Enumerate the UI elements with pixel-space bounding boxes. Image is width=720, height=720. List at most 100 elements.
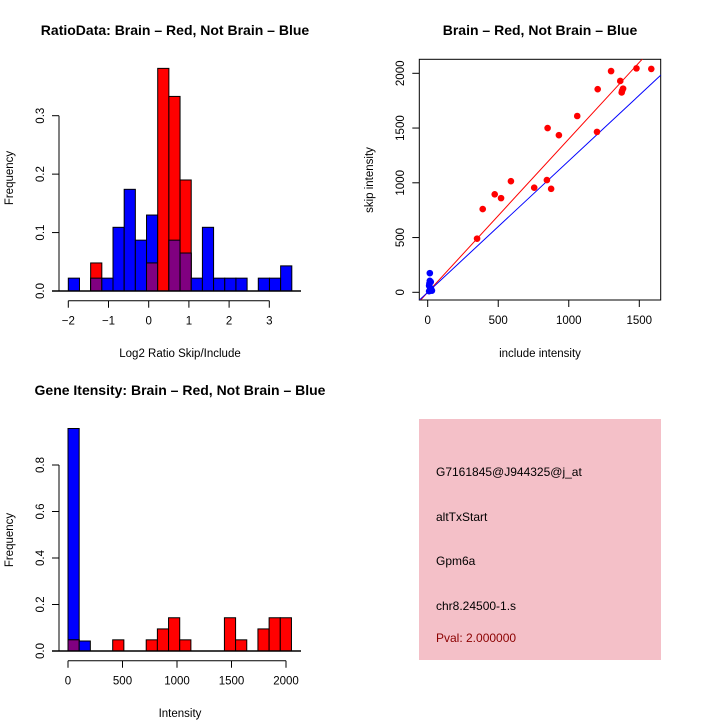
probe-id: G7161845@J944325@j_at [436, 465, 582, 479]
ratio-x-tick-label: 3 [266, 316, 272, 328]
gene-histogram-ylabel: Frequency [4, 513, 16, 568]
gene-bar-red [257, 628, 270, 652]
ratio-x-tick-label: 1 [186, 316, 192, 328]
scatter-ylabel: skip intensity [364, 147, 376, 213]
ratio-histogram-xlabel: Log2 Ratio Skip/Include [119, 348, 240, 360]
gene-y-tick-label: 0.6 [35, 504, 47, 520]
scatter-point-not-brain [426, 269, 434, 277]
gene-bar-blue [67, 427, 80, 652]
scatter-point-brain [544, 124, 551, 132]
scatter-x-tick-label: 1000 [556, 315, 582, 327]
gene-x-tick-label: 1500 [219, 676, 245, 688]
scatter-point-brain [473, 235, 481, 242]
ratio-bar-blue [257, 277, 270, 292]
gene-y-tick-label: 0.8 [35, 457, 47, 473]
gene-x-tick-label: 2000 [273, 676, 299, 688]
ratio-bar-overlap [179, 252, 192, 292]
p-value: Pval: 2.000000 [436, 631, 516, 645]
scatter-point-not-brain [426, 280, 433, 287]
ratio-bar-blue [268, 277, 282, 292]
ratio-bar-blue [101, 277, 114, 292]
scatter-x-tick-label: 500 [489, 315, 508, 327]
gene-y-tick-label: 0.0 [35, 643, 47, 659]
ratio-bar-blue [201, 226, 215, 292]
scatter-point-brain [594, 85, 601, 93]
scatter-title: Brain – Red, Not Brain – Blue [443, 22, 638, 38]
gene-bar-overlap [67, 639, 80, 652]
scatter-point-not-brain [427, 285, 435, 293]
ratio-histogram: RatioData: Brain – Red, Not Brain – Blue… [4, 22, 309, 360]
scatter-plot-area [419, 59, 661, 300]
ratio-bar-blue [235, 277, 248, 292]
scatter-xlabel: include intensity [499, 348, 581, 360]
ratio-y-tick-label: 0.2 [35, 166, 47, 182]
gene-bar-blue [78, 640, 91, 652]
scatter-point-brain [555, 131, 563, 139]
scatter-point-brain [619, 85, 627, 92]
gene-bar-red [179, 639, 192, 652]
regression-line [419, 59, 643, 300]
ratio-bar-overlap [146, 262, 159, 292]
gene-x-tick-label: 0 [65, 676, 71, 688]
ratio-histogram-title: RatioData: Brain – Red, Not Brain – Blue [41, 22, 310, 38]
intensity-scatter: Brain – Red, Not Brain – Blue include in… [364, 22, 662, 360]
gene-x-tick-label: 1000 [164, 676, 190, 688]
ratio-bar-blue [67, 277, 80, 292]
gene-bar-red [145, 639, 158, 652]
ratio-bar-blue [224, 277, 237, 292]
gene-bar-red [112, 639, 125, 652]
ratio-bar-blue [280, 265, 293, 292]
info-panel: G7161845@J944325@j_at altTxStart Gpm6a c… [419, 419, 661, 660]
scatter-point-brain [547, 185, 555, 193]
scatter-y-tick-label: 1500 [395, 115, 407, 141]
ratio-bar-overlap [90, 277, 103, 292]
ratio-bar-overlap [168, 239, 181, 292]
ratio-x-tick-label: 0 [145, 316, 151, 328]
info-panel-background [419, 419, 661, 660]
scatter-point-brain [593, 128, 601, 136]
gene-x-tick-label: 500 [113, 676, 132, 688]
gene-y-tick-label: 0.2 [35, 597, 47, 613]
gene-histogram-title: Gene Itensity: Brain – Red, Not Brain – … [35, 382, 326, 398]
scatter-y-tick-label: 2000 [395, 61, 407, 87]
scatter-point-brain [491, 190, 499, 198]
scatter-x-tick-label: 0 [424, 315, 430, 327]
ratio-x-tick-label: −2 [62, 316, 75, 328]
regression-line [419, 74, 661, 300]
scatter-point-brain [616, 77, 624, 85]
gene-bar-red [168, 617, 181, 652]
scatter-y-tick-label: 500 [395, 228, 407, 247]
gene-y-tick-label: 0.4 [35, 549, 47, 566]
scatter-frame [418, 58, 662, 301]
scatter-point-brain [479, 205, 487, 213]
ratio-x-tick-label: −1 [102, 316, 115, 328]
scatter-point-brain [530, 184, 538, 192]
gene-histogram-xlabel: Intensity [159, 708, 202, 720]
ratio-y-tick-label: 0.1 [35, 225, 47, 241]
scatter-point-brain [573, 112, 581, 120]
scatter-y-tick-label: 0 [395, 289, 407, 295]
ratio-y-tick-label: 0.0 [35, 283, 47, 299]
ratio-bar-blue [190, 277, 203, 292]
ratio-x-tick-label: 2 [226, 316, 232, 328]
scatter-x-tick-label: 1500 [627, 315, 653, 327]
ratio-bar-blue [112, 226, 125, 292]
scatter-point-brain [607, 67, 615, 75]
ratio-bar-blue [213, 277, 226, 292]
scatter-point-brain [647, 65, 655, 73]
ratio-y-tick-label: 0.3 [35, 108, 47, 124]
event-type: altTxStart [436, 510, 488, 524]
gene-bar-red [279, 617, 292, 652]
ratio-histogram-ylabel: Frequency [4, 151, 16, 206]
gene-bar-red [268, 617, 281, 652]
chromosome-location: chr8.24500-1.s [436, 599, 516, 613]
scatter-point-brain [633, 65, 640, 72]
gene-bar-red [235, 639, 248, 652]
gene-name: Gpm6a [436, 554, 476, 568]
scatter-point-brain [543, 176, 551, 184]
scatter-y-tick-label: 1000 [395, 170, 407, 196]
gene-intensity-histogram: Gene Itensity: Brain – Red, Not Brain – … [4, 382, 326, 720]
scatter-point-brain [497, 194, 505, 202]
